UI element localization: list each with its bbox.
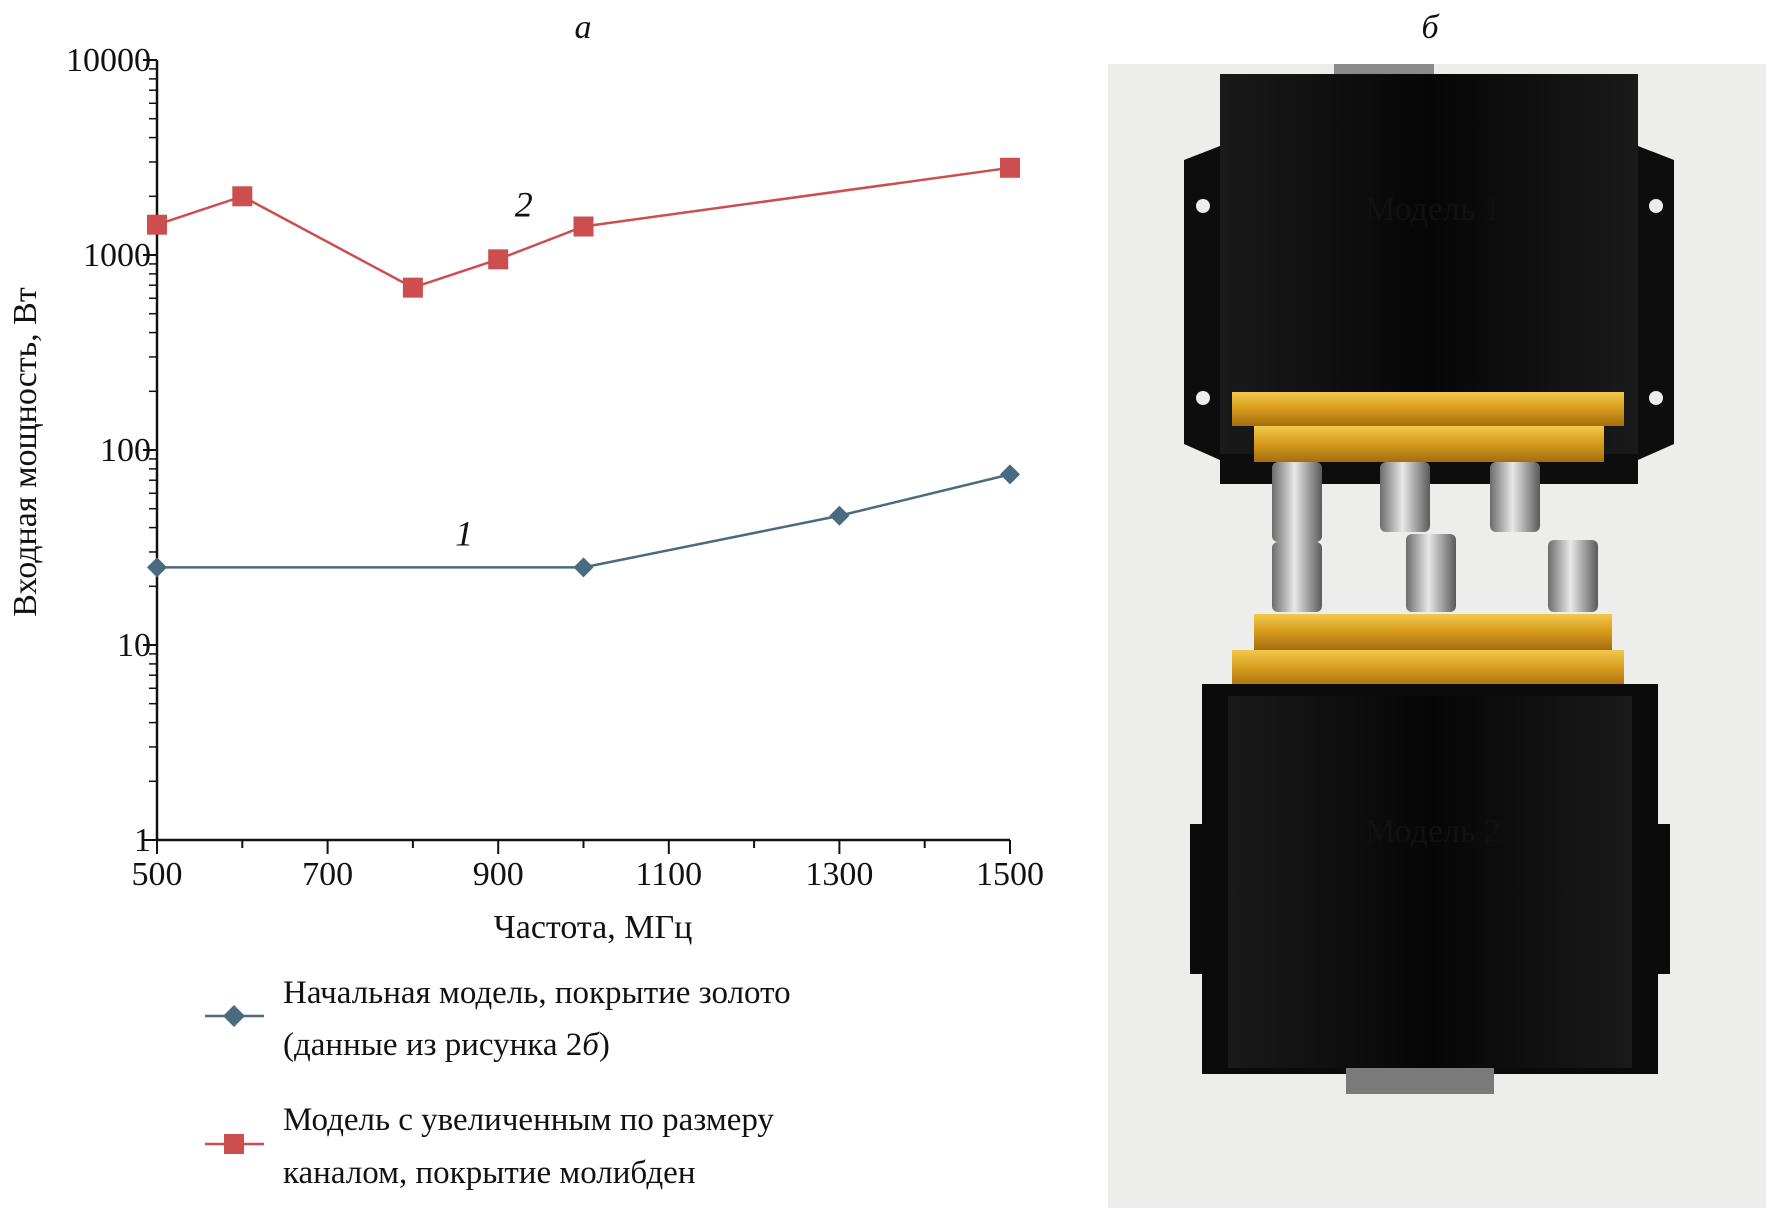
series-2-point <box>402 277 423 298</box>
connector-2a <box>1272 542 1322 612</box>
x-axis-label: Частота, МГц <box>494 909 693 946</box>
panel-labels: а б <box>575 9 1441 46</box>
series-1-point <box>147 557 167 578</box>
y-tick-label: 1 <box>134 822 151 859</box>
model-1-gold-plate-lower <box>1254 426 1604 462</box>
legend-marker-square-icon <box>224 1134 244 1154</box>
connector-1c <box>1490 462 1540 532</box>
y-tick-label: 10 <box>117 627 151 664</box>
series-2-point <box>573 216 594 237</box>
model-2-body <box>1228 696 1632 1068</box>
legend-series-2-line-1: Модель с увеличенным по размеру <box>283 1102 774 1138</box>
device-photo: Модель 1 Модель 2 <box>1108 64 1766 1208</box>
axes <box>155 60 1010 842</box>
series-1-point <box>1000 464 1020 485</box>
chart: 500 700 900 1100 1300 1500 1 10 100 1000 10000 Час… <box>7 42 1044 1191</box>
legend-series-1-line-2a: (данные из рисунка 2 <box>283 1027 582 1063</box>
model-1-body <box>1220 74 1638 454</box>
model-1-label: Модель 1 <box>1365 191 1501 228</box>
curve-labels: 12 <box>455 185 533 554</box>
series-2-point <box>232 186 253 207</box>
connector-1a <box>1272 462 1322 542</box>
connector-2b <box>1406 534 1456 612</box>
legend-series-1-line-2b: б <box>582 1027 600 1063</box>
model-1-hole-br <box>1649 391 1663 405</box>
model-2-gold-plate-lower <box>1232 650 1624 688</box>
y-tick-label: 100 <box>100 432 151 469</box>
curve-label-1: 1 <box>455 513 473 553</box>
legend-series-1-line-1: Начальная модель, покрытие золото <box>283 975 791 1011</box>
model-2-label: Модель 2 <box>1365 813 1501 850</box>
series-1-line <box>157 473 1011 569</box>
legend-series-1-line-2: (данные из рисунка 2б) <box>283 1027 610 1063</box>
series-2-point <box>1000 157 1020 178</box>
model-1-hole-tr <box>1649 199 1663 213</box>
x-tick-label: 1500 <box>976 856 1044 893</box>
y-axis-label: Входная мощность, Вт <box>7 287 44 617</box>
panel-label-b: б <box>1421 9 1440 46</box>
model-2-gold-plate <box>1254 614 1612 650</box>
y-tick-label: 1000 <box>83 237 151 274</box>
model-1-hole-tl <box>1196 199 1210 213</box>
legend-series-2-line-2: каналом, покрытие молибден <box>283 1155 695 1191</box>
x-tick-label: 900 <box>473 856 524 893</box>
legend: Начальная модель, покрытие золото (данны… <box>205 975 791 1191</box>
series-layer <box>147 157 1020 578</box>
series-2-point <box>147 214 167 235</box>
model-1-gold-plate <box>1232 392 1624 426</box>
x-tick-label: 500 <box>132 856 183 893</box>
series-1-point <box>573 557 594 578</box>
x-tick-label: 700 <box>302 856 353 893</box>
connector-1b <box>1380 462 1430 532</box>
curve-label-2: 2 <box>515 185 533 225</box>
series-1-point <box>829 505 850 526</box>
legend-marker-diamond-icon <box>223 1005 245 1027</box>
panel-label-a: а <box>575 9 592 46</box>
ticks: 500 700 900 1100 1300 1500 1 10 100 1000 10000 <box>66 42 1044 893</box>
bottom-connector <box>1346 1068 1494 1094</box>
x-tick-label: 1100 <box>635 856 702 893</box>
series-2-point <box>488 249 509 270</box>
series-2-line <box>156 166 1011 290</box>
x-tick-label: 1300 <box>805 856 873 893</box>
device-photo-drawing: Модель 1 Модель 2 <box>1184 64 1674 1094</box>
legend-series-1-line-2c: ) <box>599 1027 610 1063</box>
model-1-hole-bl <box>1196 391 1210 405</box>
connector-2c <box>1548 540 1598 612</box>
y-tick-label: 10000 <box>66 42 151 79</box>
